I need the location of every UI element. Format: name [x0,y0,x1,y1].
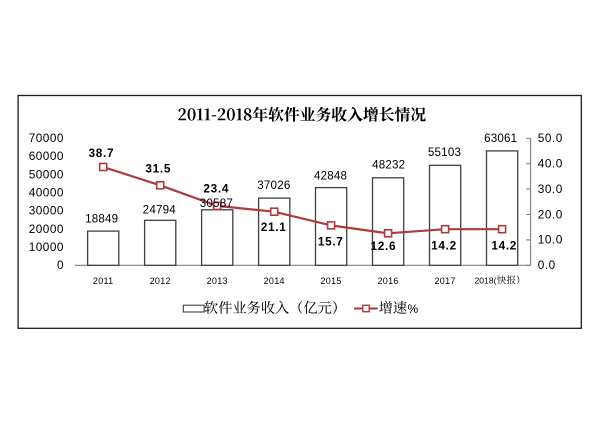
svg-text:15.7: 15.7 [318,235,344,249]
svg-text:30.0: 30.0 [538,182,563,196]
svg-text:60000: 60000 [29,149,64,163]
svg-text:38.7: 38.7 [89,146,115,160]
svg-text:50000: 50000 [29,167,64,181]
svg-text:50.0: 50.0 [538,131,563,145]
svg-text:2011: 2011 [93,276,114,286]
svg-text:2018(: 2018( [475,276,497,286]
svg-text:%: % [408,302,419,316]
svg-text:63061: 63061 [484,132,517,145]
svg-text:23.4: 23.4 [203,181,229,195]
svg-text:20.0: 20.0 [538,207,563,221]
svg-text:2015: 2015 [320,276,341,286]
svg-text:30000: 30000 [29,204,64,218]
svg-text:48232: 48232 [372,158,405,171]
svg-text:10.0: 10.0 [538,233,563,247]
svg-text:42848: 42848 [314,170,347,183]
svg-text:21.1: 21.1 [261,220,287,234]
svg-text:70000: 70000 [29,131,64,145]
svg-text:37026: 37026 [257,179,290,192]
svg-text:2012: 2012 [150,276,171,286]
svg-text:14.2: 14.2 [491,238,517,252]
svg-text:40000: 40000 [29,186,64,200]
svg-text:18849: 18849 [85,213,118,226]
svg-text:2014: 2014 [264,276,285,286]
svg-text:20000: 20000 [29,222,64,236]
svg-text:30587: 30587 [200,197,233,210]
svg-text:10000: 10000 [29,240,64,254]
svg-text:2016: 2016 [377,276,398,286]
svg-text:14.2: 14.2 [431,238,457,252]
svg-text:0: 0 [57,258,64,272]
svg-text:12.6: 12.6 [371,239,397,253]
svg-text:2013: 2013 [207,276,228,286]
svg-text:2017: 2017 [434,276,455,286]
svg-text:0.0: 0.0 [538,258,556,272]
svg-text:40.0: 40.0 [538,157,563,171]
svg-text:55103: 55103 [428,146,461,159]
svg-text:31.5: 31.5 [145,162,171,176]
svg-text:24794: 24794 [143,204,177,217]
